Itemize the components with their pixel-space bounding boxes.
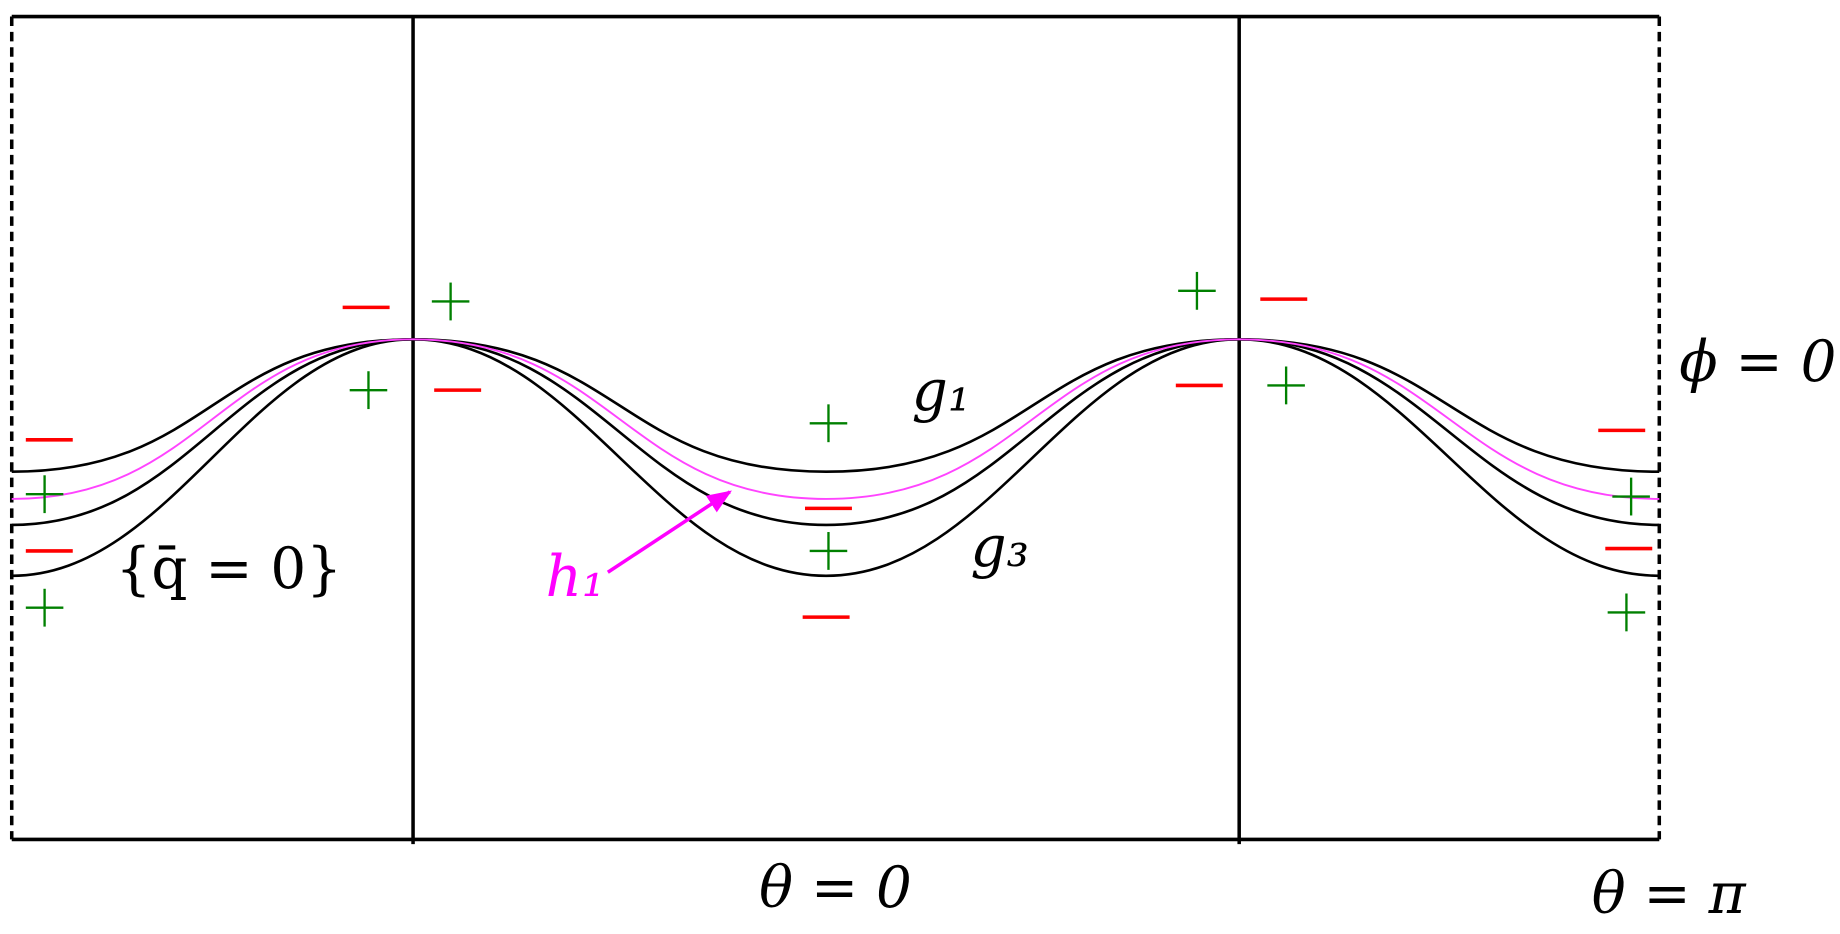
arrow: [606, 490, 732, 574]
plus-sign: [1607, 593, 1646, 632]
frame: [9, 14, 1662, 845]
g3-label: g₃: [970, 515, 1029, 580]
curve: [11, 338, 1660, 474]
plus-sign: [1267, 366, 1305, 405]
plus-sign: [1178, 271, 1216, 310]
curve: [11, 338, 1660, 527]
theta0-label: θ = 0: [759, 856, 912, 921]
plus-sign: [25, 588, 64, 627]
plus-sign: [349, 371, 388, 410]
curve: [11, 338, 1660, 578]
qbar-label: {q̄ = 0}: [116, 537, 342, 602]
g1-label: g₁: [912, 359, 971, 424]
h1-label: h₁: [546, 545, 605, 610]
plus-sign: [809, 532, 848, 570]
plus-sign: [25, 475, 64, 514]
thetapi-label: θ = π: [1592, 862, 1747, 927]
curve: [11, 338, 1660, 500]
plus-sign: [1612, 477, 1650, 516]
phi-label: ϕ = 0: [1679, 330, 1836, 395]
plus-sign: [431, 282, 470, 321]
curves: [11, 338, 1660, 578]
signs: [25, 271, 1653, 632]
plus-sign: [809, 404, 848, 443]
